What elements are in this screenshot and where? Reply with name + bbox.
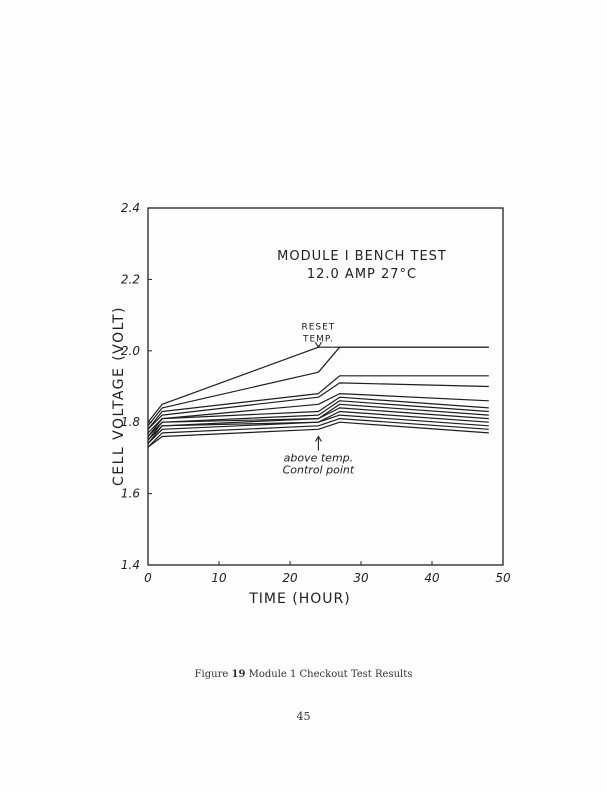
figure-number: 19 xyxy=(231,669,246,680)
x-tick-label: 10 xyxy=(211,571,227,585)
plot-border xyxy=(147,207,504,566)
y-tick-label: 1.6 xyxy=(121,487,140,501)
x-tick-label: 20 xyxy=(282,571,298,585)
y-tick-label: 2.2 xyxy=(121,272,140,286)
annotation-arrowhead xyxy=(314,341,322,349)
y-tick-label: 1.4 xyxy=(121,558,140,572)
series-line xyxy=(147,421,489,448)
annotation-arrowhead xyxy=(314,435,322,442)
annotation-text: RESET xyxy=(301,322,335,332)
series-line xyxy=(147,407,489,441)
series-line xyxy=(147,346,489,427)
y-axis: 1.4 1.6 1.8 2.0 2.2 2.4 xyxy=(121,201,152,572)
annotation-text: above temp. xyxy=(284,451,354,464)
chart-title-line: 12.0 AMP 27°C xyxy=(307,267,417,282)
annotation: RESET TEMP. xyxy=(301,322,335,349)
x-axis: 0 10 20 30 40 50 xyxy=(144,561,511,585)
annotation-text: TEMP. xyxy=(302,334,334,344)
x-tick-label: 40 xyxy=(424,571,440,585)
plot-frame xyxy=(147,207,504,566)
series-line xyxy=(147,400,489,437)
annotations: RESET TEMP. above temp.Control point xyxy=(283,322,355,476)
y-axis-label: CELL VOLTAGE (VOLT) xyxy=(111,306,127,486)
chart-title-line: MODULE I BENCH TEST xyxy=(277,249,447,264)
series-line xyxy=(147,396,489,437)
y-tick-label: 1.8 xyxy=(121,415,140,429)
figure-caption-text: Module 1 Checkout Test Results xyxy=(248,669,413,680)
page-number: 45 xyxy=(296,710,311,723)
y-tick-label: 2.0 xyxy=(121,344,140,358)
x-tick-label: 30 xyxy=(353,571,369,585)
x-tick-label: 0 xyxy=(144,571,152,585)
figure-caption: Figure 19 Module 1 Checkout Test Results xyxy=(0,669,607,680)
series-line xyxy=(147,418,489,448)
y-tick-label: 2.4 xyxy=(121,201,140,215)
figure-caption-prefix: Figure xyxy=(194,669,229,680)
series-line xyxy=(147,414,489,445)
series-line xyxy=(147,393,489,434)
series-layer xyxy=(147,346,489,448)
x-axis-label: TIME (HOUR) xyxy=(248,591,351,607)
series-line xyxy=(147,375,489,430)
series-line xyxy=(147,382,489,430)
annotation-text: Control point xyxy=(283,463,355,476)
chart-title: MODULE I BENCH TEST 12.0 AMP 27°C xyxy=(277,249,447,282)
annotation: above temp.Control point xyxy=(283,435,355,476)
x-tick-label: 50 xyxy=(495,571,511,585)
